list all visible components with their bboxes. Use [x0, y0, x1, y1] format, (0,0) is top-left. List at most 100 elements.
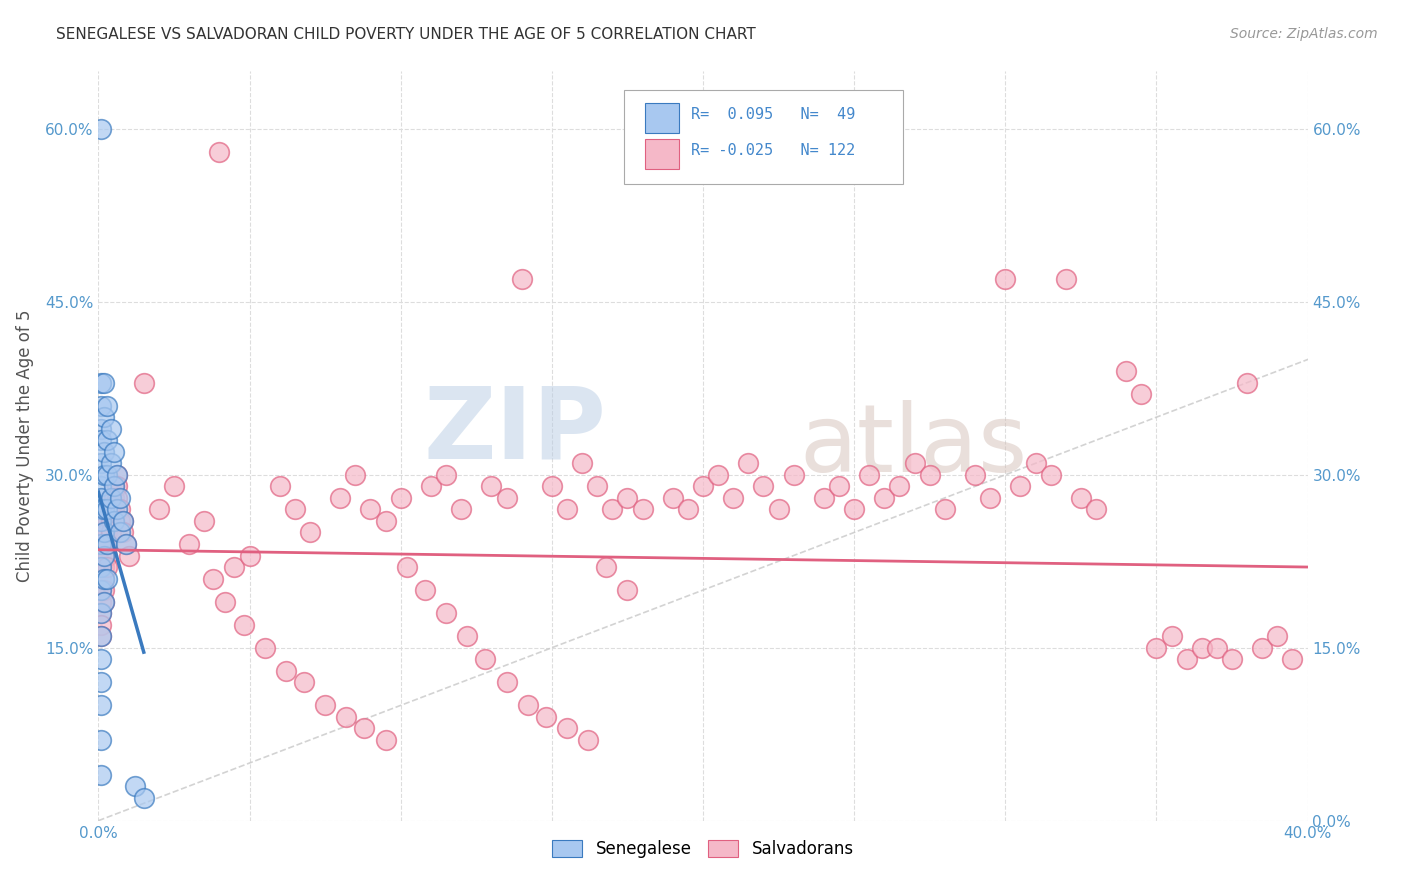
Point	[707, 467, 730, 482]
Point	[1054, 272, 1077, 286]
Point	[105, 491, 128, 505]
Point	[103, 491, 125, 505]
Point	[100, 456, 122, 470]
Point	[540, 479, 562, 493]
Point	[93, 514, 115, 528]
Point	[1085, 502, 1108, 516]
Point	[105, 467, 128, 482]
Point	[90, 583, 112, 598]
Point	[93, 444, 115, 458]
Point	[1251, 640, 1274, 655]
Point	[1115, 364, 1137, 378]
Point	[90, 767, 112, 781]
Point	[96, 514, 118, 528]
Point	[420, 479, 443, 493]
Point	[103, 444, 125, 458]
Point	[111, 525, 134, 540]
Point	[163, 479, 186, 493]
Point	[434, 606, 457, 620]
Point	[90, 502, 112, 516]
Point	[576, 733, 599, 747]
Point	[224, 560, 246, 574]
Point	[96, 525, 118, 540]
Point	[1236, 376, 1258, 390]
Point	[96, 467, 118, 482]
Point	[737, 456, 759, 470]
Point	[1267, 629, 1289, 643]
Point	[90, 537, 112, 551]
Point	[284, 502, 307, 516]
FancyBboxPatch shape	[624, 90, 903, 184]
Point	[676, 502, 699, 516]
Point	[335, 710, 357, 724]
Point	[616, 491, 638, 505]
Point	[752, 479, 775, 493]
Point	[1130, 387, 1153, 401]
Point	[108, 491, 131, 505]
Point	[1010, 479, 1032, 493]
Point	[90, 399, 112, 413]
Point	[510, 272, 533, 286]
Point	[450, 502, 472, 516]
Point	[1220, 652, 1243, 666]
Point	[1191, 640, 1213, 655]
Point	[661, 491, 683, 505]
Point	[90, 572, 112, 586]
Point	[93, 410, 115, 425]
Point	[858, 467, 880, 482]
Point	[1144, 640, 1167, 655]
Point	[103, 514, 125, 528]
Point	[132, 376, 155, 390]
Point	[495, 675, 517, 690]
Point	[90, 122, 112, 136]
Point	[631, 502, 654, 516]
Point	[93, 376, 115, 390]
Point	[90, 606, 112, 620]
Point	[353, 722, 375, 736]
Point	[979, 491, 1001, 505]
Point	[100, 514, 122, 528]
Point	[100, 422, 122, 436]
Point	[329, 491, 352, 505]
Point	[844, 502, 866, 516]
Point	[90, 525, 112, 540]
Point	[90, 733, 112, 747]
Point	[90, 583, 112, 598]
Point	[813, 491, 835, 505]
Point	[93, 525, 115, 540]
Point	[602, 502, 624, 516]
Point	[103, 502, 125, 516]
Point	[96, 434, 118, 448]
Point	[202, 572, 225, 586]
Point	[90, 698, 112, 713]
Point	[179, 537, 201, 551]
Point	[108, 502, 131, 516]
Point	[374, 733, 396, 747]
Bar	[645, 139, 679, 169]
Point	[395, 560, 418, 574]
Point	[904, 456, 927, 470]
Point	[108, 525, 131, 540]
Point	[1175, 652, 1198, 666]
Y-axis label: Child Poverty Under the Age of 5: Child Poverty Under the Age of 5	[15, 310, 34, 582]
Point	[105, 467, 128, 482]
Point	[595, 560, 617, 574]
Point	[616, 583, 638, 598]
Point	[314, 698, 336, 713]
Point	[389, 491, 412, 505]
Point	[103, 479, 125, 493]
Point	[100, 491, 122, 505]
Point	[965, 467, 987, 482]
Point	[111, 514, 134, 528]
Point	[413, 583, 436, 598]
Point	[90, 491, 112, 505]
Point	[374, 514, 396, 528]
Point	[239, 549, 262, 563]
Point	[90, 537, 112, 551]
Point	[344, 467, 367, 482]
Point	[96, 572, 118, 586]
Point	[93, 467, 115, 482]
Point	[90, 629, 112, 643]
Point	[516, 698, 538, 713]
Point	[934, 502, 956, 516]
